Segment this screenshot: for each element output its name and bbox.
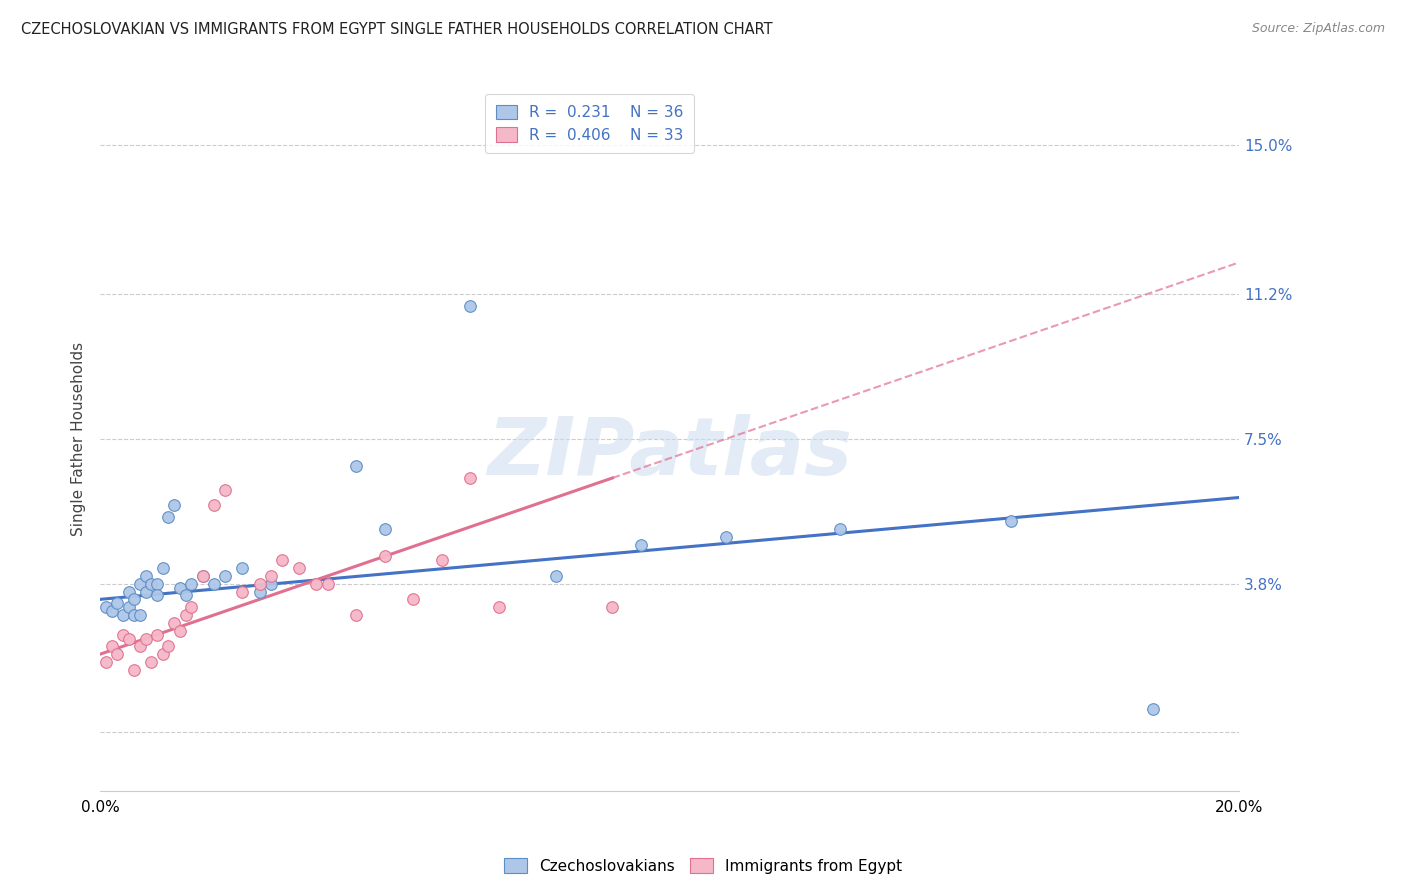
Point <box>129 607 152 622</box>
Point <box>124 663 146 677</box>
Point <box>602 600 624 615</box>
Point <box>191 569 214 583</box>
Legend: R =  0.231    N = 36, R =  0.406    N = 33: R = 0.231 N = 36, R = 0.406 N = 33 <box>485 94 695 153</box>
Point <box>249 576 271 591</box>
Point <box>214 483 236 497</box>
Point <box>1142 702 1164 716</box>
Point <box>249 584 271 599</box>
Point <box>111 627 134 641</box>
Point <box>260 569 283 583</box>
Point <box>180 600 202 615</box>
Point <box>105 596 128 610</box>
Point <box>117 584 139 599</box>
Point <box>141 576 163 591</box>
Point <box>716 530 738 544</box>
Point <box>163 499 186 513</box>
Legend: Czechoslovakians, Immigrants from Egypt: Czechoslovakians, Immigrants from Egypt <box>498 852 908 880</box>
Point <box>152 561 174 575</box>
Point <box>124 607 146 622</box>
Point <box>344 459 367 474</box>
Point <box>231 584 253 599</box>
Text: Source: ZipAtlas.com: Source: ZipAtlas.com <box>1251 22 1385 36</box>
Point <box>458 299 481 313</box>
Point <box>111 607 134 622</box>
Point <box>117 600 139 615</box>
Point <box>344 607 367 622</box>
Point <box>100 604 122 618</box>
Point <box>146 576 169 591</box>
Point <box>271 553 294 567</box>
Point <box>94 655 117 669</box>
Point <box>129 640 152 654</box>
Point <box>402 592 425 607</box>
Point <box>1000 514 1022 528</box>
Point <box>316 576 339 591</box>
Point <box>94 600 117 615</box>
Point <box>630 537 652 551</box>
Point <box>124 592 146 607</box>
Point <box>174 589 197 603</box>
Point <box>544 569 567 583</box>
Point <box>174 607 197 622</box>
Point <box>163 615 186 630</box>
Point <box>157 510 180 524</box>
Point <box>305 576 328 591</box>
Point <box>374 522 396 536</box>
Point <box>169 581 191 595</box>
Point <box>117 632 139 646</box>
Point <box>129 576 152 591</box>
Point <box>260 576 283 591</box>
Point <box>135 569 157 583</box>
Point <box>191 569 214 583</box>
Point <box>146 627 169 641</box>
Text: ZIPatlas: ZIPatlas <box>486 414 852 491</box>
Point <box>100 640 122 654</box>
Point <box>214 569 236 583</box>
Point <box>830 522 852 536</box>
Point <box>180 576 202 591</box>
Y-axis label: Single Father Households: Single Father Households <box>72 342 86 536</box>
Point <box>146 589 169 603</box>
Point <box>202 499 225 513</box>
Point <box>430 553 453 567</box>
Point <box>105 647 128 661</box>
Point <box>488 600 510 615</box>
Point <box>141 655 163 669</box>
Point <box>135 584 157 599</box>
Text: CZECHOSLOVAKIAN VS IMMIGRANTS FROM EGYPT SINGLE FATHER HOUSEHOLDS CORRELATION CH: CZECHOSLOVAKIAN VS IMMIGRANTS FROM EGYPT… <box>21 22 773 37</box>
Point <box>231 561 253 575</box>
Point <box>135 632 157 646</box>
Point <box>202 576 225 591</box>
Point <box>157 640 180 654</box>
Point <box>374 549 396 564</box>
Point <box>458 471 481 485</box>
Point <box>152 647 174 661</box>
Point <box>169 624 191 638</box>
Point <box>288 561 311 575</box>
